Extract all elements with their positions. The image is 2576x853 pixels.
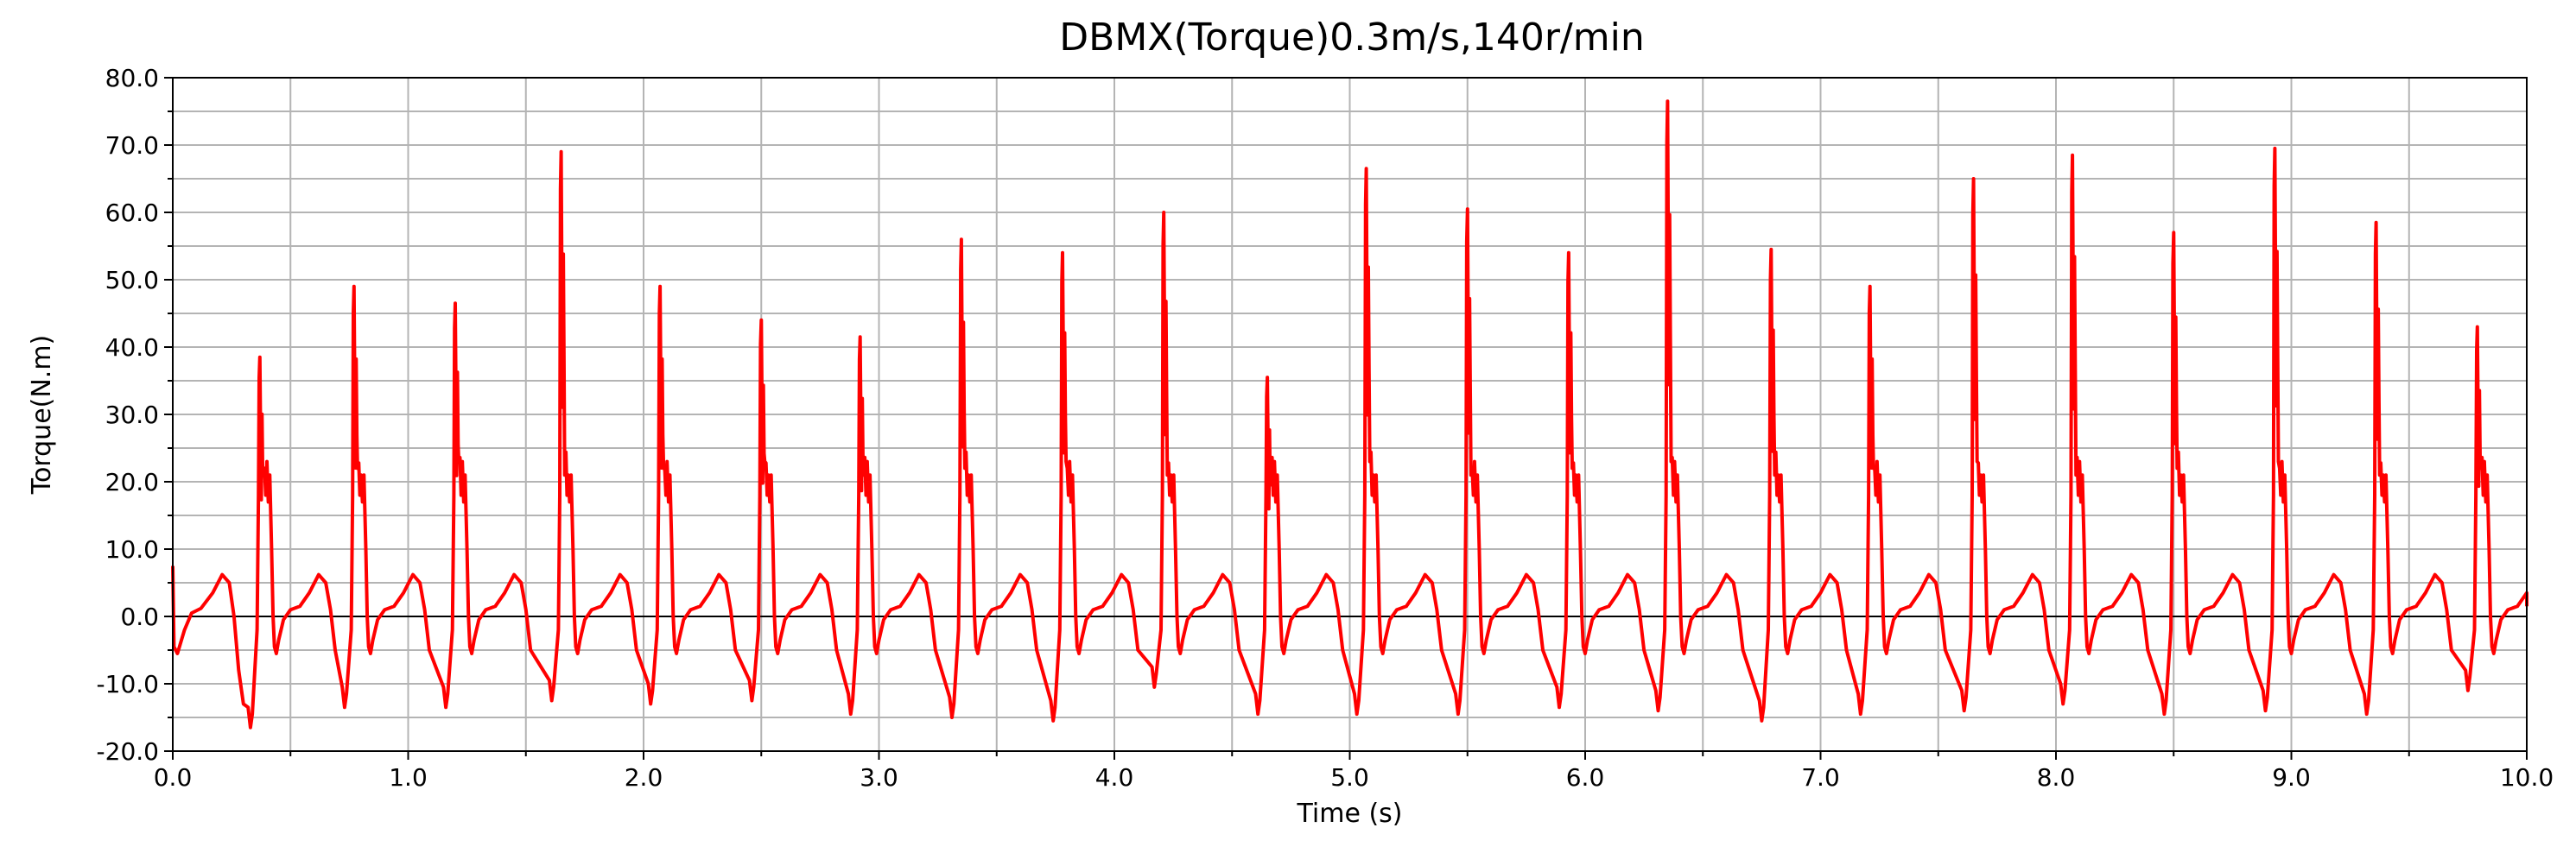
y-tick-label: -20.0 xyxy=(97,737,159,766)
series-layer xyxy=(171,99,2528,730)
x-tick-label: 5.0 xyxy=(1330,763,1369,792)
x-axis-ticks: 0.0 1.0 2.0 3.0 4.0 5.0 6.0 7.0 8.0 9.0 10.0 xyxy=(154,751,2554,792)
y-tick-label: -10.0 xyxy=(97,670,159,698)
y-axis-ticks: 80.0 70.0 60.0 50.0 40.0 30.0 20.0 10.0 0.0 -10.0… xyxy=(97,64,173,766)
y-tick-label: 80.0 xyxy=(105,64,159,92)
y-tick-label: 60.0 xyxy=(105,199,159,227)
x-tick-label: 7.0 xyxy=(1801,763,1840,792)
x-axis-label: Time (s) xyxy=(1297,799,1403,829)
y-tick-label: 10.0 xyxy=(105,535,159,564)
x-tick-label: 1.0 xyxy=(389,763,428,792)
x-tick-label: 6.0 xyxy=(1566,763,1605,792)
y-tick-label: 70.0 xyxy=(105,131,159,160)
chart-title: DBMX(Torque)0.3m/s,140r/min xyxy=(1059,16,1644,60)
x-tick-label: 8.0 xyxy=(2037,763,2076,792)
x-tick-label: 3.0 xyxy=(860,763,898,792)
x-tick-label: 0.0 xyxy=(154,763,193,792)
x-tick-label: 2.0 xyxy=(625,763,663,792)
x-tick-label: 9.0 xyxy=(2272,763,2311,792)
y-tick-label: 30.0 xyxy=(105,401,159,429)
grid xyxy=(172,77,2528,752)
y-tick-label: 50.0 xyxy=(105,266,159,294)
series-line-torque xyxy=(171,99,2528,730)
y-tick-label: 20.0 xyxy=(105,468,159,496)
x-tick-label: 4.0 xyxy=(1095,763,1134,792)
x-tick-label: 10.0 xyxy=(2500,763,2554,792)
y-tick-label: 40.0 xyxy=(105,333,159,362)
y-axis-label: Torque(N.m) xyxy=(27,335,57,496)
y-tick-label: 0.0 xyxy=(120,603,159,631)
